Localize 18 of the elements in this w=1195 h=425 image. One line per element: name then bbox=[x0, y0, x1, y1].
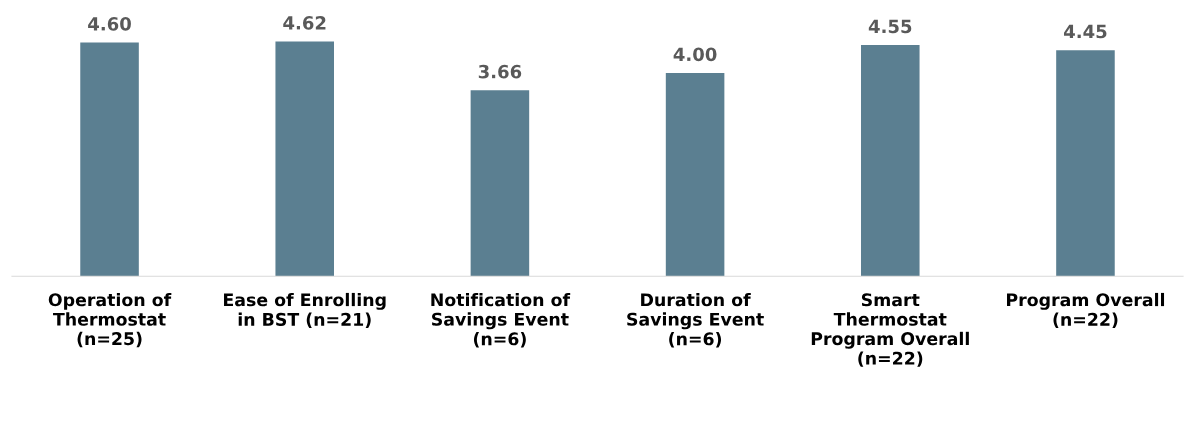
bar bbox=[665, 72, 725, 277]
bar bbox=[80, 42, 139, 277]
x-tick-label: Notification of Savings Event (n=6) bbox=[431, 292, 571, 348]
data-label: 4.62 bbox=[283, 16, 326, 30]
bar bbox=[861, 45, 920, 277]
bar bbox=[470, 90, 530, 277]
bar bbox=[1056, 50, 1115, 277]
x-tick-label: Smart Thermostat Program Overall (n=22) bbox=[811, 293, 969, 367]
x-tick-label: Ease of Enrolling in BST (n=21) bbox=[224, 292, 386, 328]
x-tick-label: Duration of Savings Event (n=6) bbox=[627, 292, 764, 348]
data-label: 4.45 bbox=[1064, 24, 1107, 39]
data-label: 4.55 bbox=[868, 19, 912, 34]
data-label: 4.60 bbox=[88, 17, 131, 31]
x-tick-label: Program Overall (n=22) bbox=[1007, 292, 1165, 328]
data-label: 3.66 bbox=[478, 64, 522, 79]
x-tick-label: Operation of Thermostat (n=25) bbox=[48, 292, 172, 348]
data-label: 4.00 bbox=[673, 47, 717, 62]
bar bbox=[275, 41, 334, 277]
